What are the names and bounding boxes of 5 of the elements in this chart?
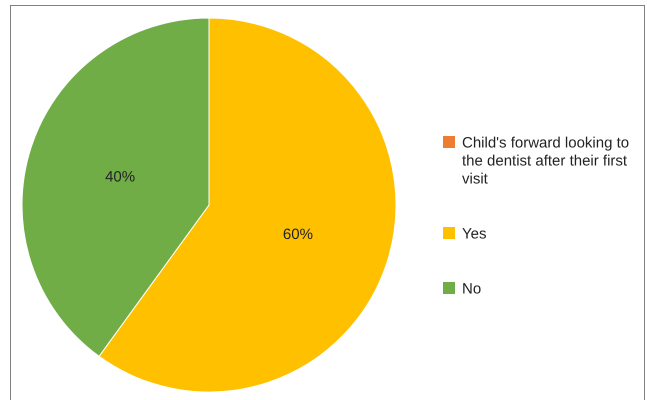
data-label: 60% [282,226,313,244]
legend-label: Yes [462,225,486,242]
legend-label: Child's forward looking to the dentist after their first visit [462,134,630,188]
legend-label: No [462,280,482,298]
data-label: 40% [105,168,136,186]
